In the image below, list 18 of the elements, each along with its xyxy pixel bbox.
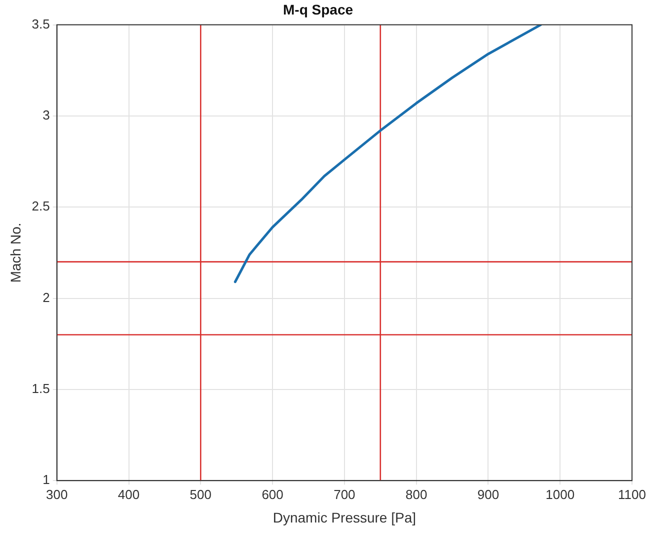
x-tick-label: 700 [334, 486, 356, 502]
x-tick-label: 900 [477, 486, 500, 502]
x-tick-label: 600 [262, 486, 284, 502]
x-axis-title: Dynamic Pressure [Pa] [272, 509, 416, 526]
chart-title: M-q Space [282, 1, 354, 18]
y-tick-label: 1.5 [32, 381, 50, 396]
y-tick-label: 3.5 [32, 16, 50, 32]
x-tick-label: 400 [118, 486, 140, 502]
y-tick-label: 1 [42, 472, 50, 488]
x-tick-label: 800 [405, 486, 428, 502]
x-tick-label: 500 [190, 486, 212, 502]
y-axis-title: Mach No. [7, 222, 24, 283]
y-tick-label: 2 [42, 290, 50, 305]
y-tick-label: 3 [42, 108, 50, 123]
x-tick-label: 1100 [618, 486, 646, 502]
y-tick-label: 2.5 [32, 198, 50, 214]
x-tick-label: 1000 [546, 486, 575, 502]
x-tick-label: 300 [46, 486, 68, 502]
